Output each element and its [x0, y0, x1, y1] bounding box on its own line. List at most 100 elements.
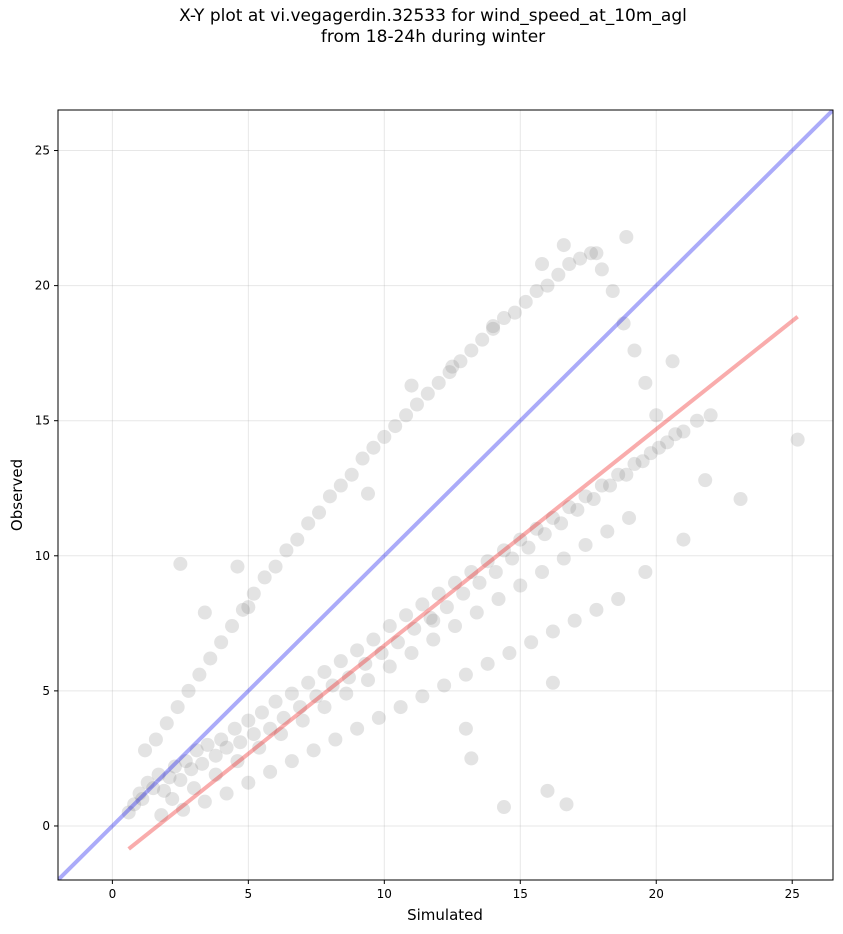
data-point [622, 510, 637, 525]
data-point [409, 397, 424, 412]
data-point [276, 710, 291, 725]
data-point [246, 586, 261, 601]
regression-fit-line [127, 315, 799, 851]
data-point [665, 354, 680, 369]
x-tick-label: 10 [377, 887, 392, 901]
data-point [268, 559, 283, 574]
data-point [469, 605, 484, 620]
data-point [545, 624, 560, 639]
y-tick-label: 20 [35, 279, 50, 293]
data-point [660, 435, 675, 450]
data-point [570, 502, 585, 517]
x-tick-label: 20 [649, 887, 664, 901]
data-point [540, 783, 555, 798]
data-point [594, 262, 609, 277]
data-point [167, 759, 182, 774]
data-points [121, 229, 805, 823]
data-point [513, 578, 528, 593]
data-point [562, 257, 577, 271]
y-tick-label: 25 [35, 144, 50, 158]
data-point [246, 727, 261, 742]
identity-line [58, 110, 833, 880]
chart-title: X-Y plot at vi.vegagerdin.32533 for wind… [0, 6, 843, 48]
data-point [399, 608, 414, 623]
data-point [573, 251, 588, 266]
data-point [350, 721, 365, 736]
data-point [151, 767, 166, 782]
data-point [733, 492, 748, 507]
data-point [241, 775, 256, 790]
data-point [423, 610, 438, 625]
data-point [649, 408, 664, 423]
y-tick-label: 0 [42, 819, 50, 833]
reference-lines [58, 110, 833, 880]
data-point [184, 762, 199, 777]
data-point [638, 375, 653, 390]
data-point [404, 646, 419, 661]
data-point [176, 802, 191, 817]
data-point [605, 284, 620, 299]
data-point [121, 805, 136, 820]
data-point [453, 354, 468, 369]
data-point [431, 375, 446, 390]
axis-ticks: 0 5 10 15 20 25 0 5 10 15 20 25 [35, 144, 800, 901]
data-point [524, 635, 539, 650]
data-point [537, 527, 552, 542]
data-point [556, 551, 571, 566]
data-point [594, 478, 609, 493]
data-point [214, 732, 229, 747]
data-point [600, 524, 615, 539]
y-axis-label: Observed [8, 459, 26, 531]
data-point [382, 659, 397, 674]
plot-frame [57, 109, 834, 881]
data-point [159, 716, 174, 731]
x-tick-label: 15 [513, 887, 528, 901]
data-point [545, 510, 560, 525]
data-point [382, 619, 397, 634]
data-point [254, 705, 269, 720]
data-point [486, 321, 501, 336]
grid-lines [58, 110, 833, 880]
data-point [371, 710, 386, 725]
data-point [464, 343, 479, 358]
data-point [426, 613, 441, 628]
data-point [426, 632, 441, 647]
data-point [197, 794, 212, 809]
data-point [420, 386, 435, 401]
data-point [464, 751, 479, 766]
data-point [157, 783, 172, 798]
data-point [263, 721, 278, 736]
data-point [480, 554, 495, 569]
data-point [219, 740, 234, 755]
data-point [456, 586, 471, 601]
data-point [611, 592, 626, 607]
data-point [578, 489, 593, 504]
data-point [132, 786, 147, 801]
data-point [235, 602, 250, 617]
chart-title-line-1: X-Y plot at vi.vegagerdin.32533 for wind… [179, 6, 687, 26]
data-point [293, 700, 308, 715]
chart-title-line-2: from 18-24h during winter [320, 27, 546, 47]
data-point [225, 619, 240, 634]
data-point [616, 316, 631, 331]
data-point [619, 467, 634, 482]
data-point [301, 675, 316, 690]
data-point [545, 675, 560, 690]
data-point [442, 365, 457, 380]
data-point [162, 770, 177, 785]
data-point [230, 559, 245, 574]
data-point [535, 565, 550, 579]
data-point [562, 500, 577, 515]
data-point [361, 486, 375, 501]
data-point [529, 284, 544, 299]
data-point [192, 667, 207, 682]
data-point [513, 532, 528, 547]
data-point [178, 754, 193, 769]
data-point [698, 473, 713, 488]
data-point [448, 575, 463, 590]
data-point [540, 278, 555, 293]
data-point [135, 791, 150, 806]
data-point [127, 797, 142, 812]
data-point [366, 440, 381, 455]
data-point [197, 605, 212, 620]
